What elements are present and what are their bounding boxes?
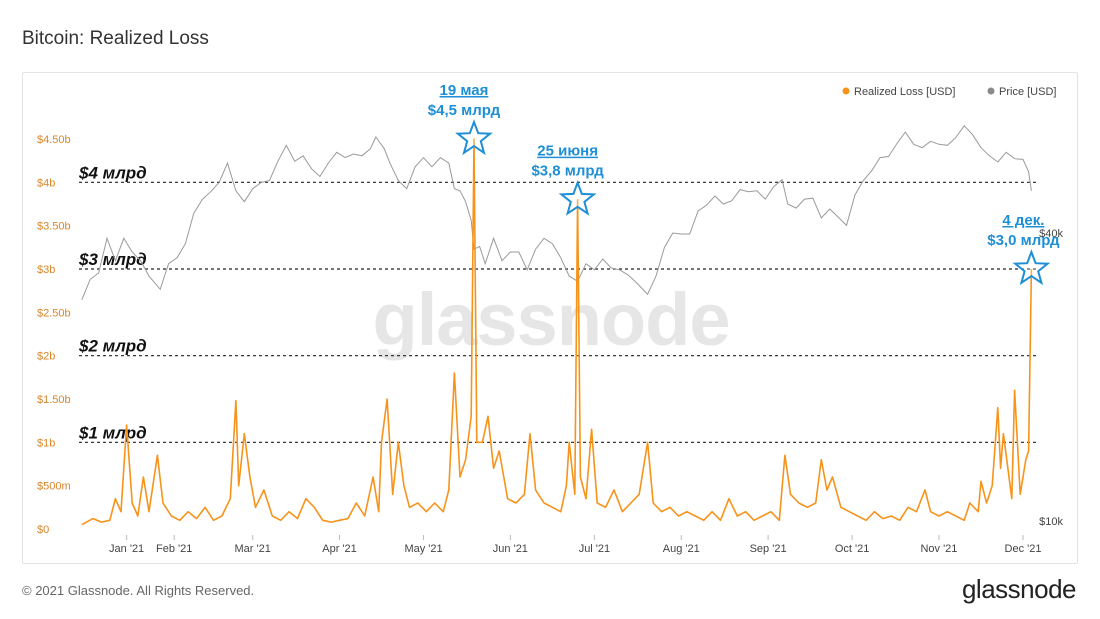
- x-tick-label: Aug '21: [663, 543, 700, 555]
- annotation-star-icon: [1012, 249, 1051, 286]
- x-tick-label: May '21: [404, 543, 442, 555]
- brand-logo: glassnode: [961, 574, 1077, 604]
- reference-line-label: $2 млрд: [78, 337, 147, 356]
- x-tick-label: Jul '21: [579, 543, 610, 555]
- realized-loss-line: [81, 138, 1033, 526]
- reference-line-label: $1 млрд: [78, 423, 147, 442]
- price-line: [81, 125, 1032, 300]
- chart-canvas: glassnode $4 млрд $3 млрд $2 млрд $1 млрд $…: [37, 82, 1063, 555]
- page-title: Bitcoin: Realized Loss: [22, 28, 209, 49]
- x-tick-label: Dec '21: [1005, 543, 1042, 555]
- annotation-value: $4,5 млрд: [428, 102, 501, 119]
- annotation-value: $3,8 млрд: [531, 163, 604, 180]
- legend-label-price: Price [USD]: [999, 86, 1056, 98]
- legend-swatch-loss: [842, 87, 850, 95]
- x-tick-label: Oct '21: [835, 543, 870, 555]
- y-tick-left: $4b: [37, 177, 55, 189]
- x-tick-label: Jan '21: [109, 543, 144, 555]
- copyright-text: © 2021 Glassnode. All Rights Reserved.: [22, 583, 255, 598]
- x-tick-label: Nov '21: [920, 543, 957, 555]
- y-tick-left: $2b: [37, 351, 55, 363]
- reference-lines: $4 млрд $3 млрд $2 млрд $1 млрд: [78, 163, 1037, 443]
- watermark: glassnode: [373, 278, 730, 361]
- y-tick-left: $2.50b: [37, 307, 71, 319]
- price-series: [81, 125, 1032, 300]
- y-tick-right: $40k: [1039, 228, 1063, 240]
- y-tick-left: $4.50b: [37, 134, 71, 146]
- annotation-value: $3,0 млрд: [987, 232, 1060, 249]
- reference-line-label: $4 млрд: [78, 163, 147, 182]
- annotation-date: 25 июня: [537, 143, 598, 160]
- axes: $0 $500m $1b $1.50b $2b $2.50b $3b $3.50b $4b $4.…: [37, 134, 1063, 555]
- legend: Realized Loss [USD] Price [USD]: [842, 86, 1056, 98]
- chart-panel: glassnode $4 млрд $3 млрд $2 млрд $1 млрд $…: [22, 72, 1078, 564]
- legend-label-loss: Realized Loss [USD]: [854, 86, 956, 98]
- x-tick-label: Mar '21: [235, 543, 271, 555]
- x-tick-label: Feb '21: [156, 543, 192, 555]
- reference-line-label: $3 млрд: [78, 250, 147, 269]
- y-tick-left: $500m: [37, 481, 71, 493]
- y-tick-left: $1b: [37, 437, 55, 449]
- loss-series: [81, 138, 1033, 526]
- x-tick-label: Apr '21: [322, 543, 357, 555]
- y-tick-left: $1.50b: [37, 394, 71, 406]
- annotation-star-icon: [455, 119, 493, 156]
- annotation-date: 19 мая: [440, 82, 489, 99]
- x-tick-label: Jun '21: [493, 543, 528, 555]
- legend-swatch-price: [987, 87, 995, 95]
- y-tick-right: $10k: [1039, 516, 1063, 528]
- y-tick-left: $3b: [37, 264, 55, 276]
- annotation-date: 4 дек.: [1002, 212, 1044, 229]
- x-tick-label: Sep '21: [750, 543, 787, 555]
- y-tick-left: $3.50b: [37, 221, 71, 233]
- annotations: 19 мая $4,5 млрд 25 июня $3,8 млрд 4 дек. $3,…: [428, 82, 1060, 286]
- annotation-star-icon: [558, 179, 597, 216]
- y-tick-left: $0: [37, 524, 49, 536]
